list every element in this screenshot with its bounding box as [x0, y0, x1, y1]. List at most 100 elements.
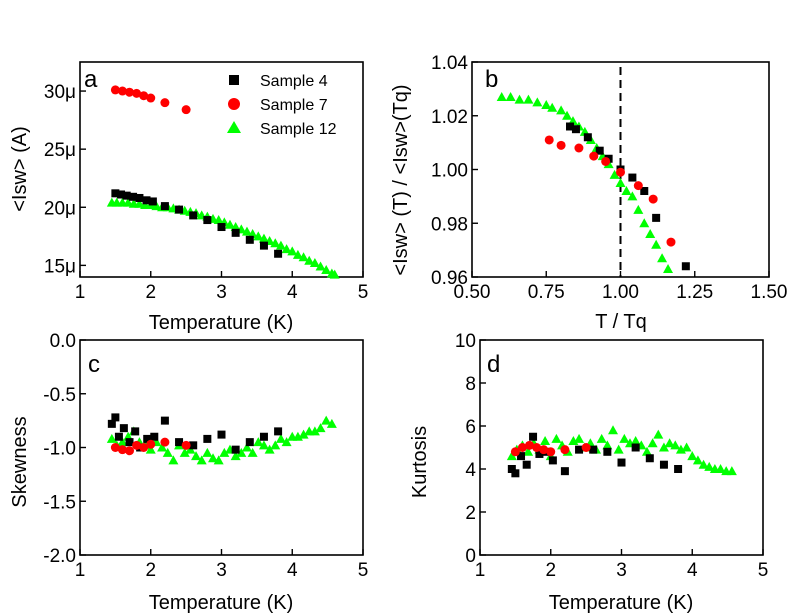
data-point-sample4 [274, 249, 283, 258]
panel-label-d: d [487, 351, 500, 378]
data-point-sample4 [107, 419, 116, 428]
data-point-sample12 [630, 436, 641, 446]
xtick-label: 1 [475, 560, 486, 581]
data-point-sample12 [663, 263, 674, 273]
data-point-sample4 [150, 432, 159, 441]
data-point-sample12 [151, 201, 162, 211]
data-point-sample12 [292, 249, 303, 259]
data-point-sample12 [224, 219, 235, 229]
xtick-label: 2 [145, 282, 156, 303]
ytick-label: 15μ [44, 256, 76, 277]
data-point-sample12 [639, 218, 650, 228]
ticks-c: 1 2 3 4 5 -2.0 -1.5 -1.0 -0.5 0.0 [43, 331, 368, 581]
data-point-sample4 [245, 235, 254, 244]
data-point-sample4 [640, 187, 649, 195]
data-point-sample12 [309, 258, 320, 268]
panel-label-c: c [88, 351, 100, 378]
data-point-sample12 [645, 229, 656, 238]
data-point-sample12 [236, 447, 247, 457]
data-point-sample12 [326, 418, 337, 428]
ylabel-b: <Isw> (T) / <Isw>(Tq) [390, 84, 412, 275]
data-point-sample12 [281, 244, 292, 254]
data-point-sample4 [595, 146, 604, 155]
data-point-sample12 [541, 100, 552, 109]
data-point-sample12 [281, 437, 292, 447]
data-point-sample4 [522, 460, 531, 469]
data-point-sample4 [203, 216, 212, 225]
ytick-label: 4 [465, 460, 476, 481]
data-point-sample4 [674, 465, 683, 473]
data-point-sample12 [321, 265, 332, 275]
data-point-sample12 [117, 437, 128, 447]
xtick-label: 1 [75, 282, 86, 303]
data-point-sample4 [575, 445, 584, 454]
marks-d [506, 425, 737, 478]
data-point-sample7 [616, 167, 625, 177]
data-point-sample12 [651, 239, 662, 249]
data-point-sample12 [230, 222, 241, 232]
data-point-sample4 [535, 449, 544, 458]
legend-marker-sample12 [227, 121, 241, 133]
data-point-sample4 [135, 193, 144, 202]
data-point-sample12 [213, 455, 224, 465]
data-point-sample7 [560, 445, 570, 455]
data-point-sample7 [510, 447, 520, 457]
data-point-sample12 [287, 246, 298, 256]
data-point-sample12 [191, 451, 202, 461]
data-point-sample12 [134, 198, 145, 208]
data-point-sample12 [556, 105, 567, 115]
data-point-sample7 [117, 86, 127, 96]
xtick-label: 0.75 [528, 282, 565, 303]
legend-label-sample12: Sample 12 [260, 121, 337, 138]
data-point-sample12 [247, 229, 258, 238]
data-point-sample7 [633, 181, 643, 191]
data-point-sample7 [544, 135, 554, 145]
xtick-label: 1.25 [676, 282, 713, 303]
data-point-sample7 [125, 446, 135, 456]
xtick-label: 2 [545, 560, 556, 581]
xtick-label: 2 [145, 560, 156, 581]
ylabel-a: <Isw> (A) [9, 126, 31, 212]
ticks-b: 0.50 0.75 1.00 1.25 1.50 0.96 0.98 1.00 1.02 1.04 [431, 53, 787, 303]
data-point-sample12 [551, 433, 562, 443]
ylabel-d: Kurtosis [409, 426, 431, 498]
data-point-sample4 [659, 460, 668, 469]
data-point-sample7 [132, 88, 142, 98]
data-point-sample12 [270, 440, 281, 450]
data-point-sample12 [241, 226, 252, 236]
data-point-sample4 [119, 424, 128, 433]
data-point-sample12 [615, 177, 626, 187]
data-point-sample4 [560, 467, 569, 476]
data-point-sample12 [596, 433, 607, 443]
data-point-sample12 [168, 455, 179, 465]
data-point-sample12 [258, 233, 269, 243]
xtick-label: 5 [758, 560, 769, 581]
legend-a: Sample 4 Sample 7 Sample 12 [227, 73, 337, 138]
data-point-sample4 [631, 443, 640, 452]
data-point-sample12 [641, 446, 652, 456]
marks-a [106, 85, 340, 279]
data-point-sample4 [589, 445, 598, 454]
xtick-label: 3 [216, 282, 227, 303]
data-point-sample12 [547, 102, 558, 112]
data-point-sample4 [548, 456, 557, 465]
panel-c: 1 2 3 4 5 -2.0 -1.5 -1.0 -0.5 0.0 c Temperature (… [9, 331, 368, 614]
panel-label-b: b [485, 66, 498, 93]
data-point-sample4 [111, 189, 120, 198]
data-point-sample12 [613, 444, 624, 454]
data-point-sample7 [546, 447, 556, 457]
data-point-sample4 [583, 133, 592, 142]
xtick-label: 4 [287, 282, 298, 303]
data-point-sample7 [117, 445, 127, 455]
data-point-sample12 [715, 464, 726, 473]
data-point-sample4 [143, 434, 152, 443]
data-point-sample7 [666, 237, 676, 247]
data-point-sample12 [619, 433, 630, 443]
data-point-sample12 [523, 94, 534, 104]
xlabel-a: Temperature (K) [149, 312, 294, 334]
data-point-sample12 [304, 255, 315, 265]
xtick-label: 5 [358, 282, 369, 303]
ytick-label: 1.00 [431, 161, 468, 182]
data-point-sample4 [259, 241, 268, 250]
